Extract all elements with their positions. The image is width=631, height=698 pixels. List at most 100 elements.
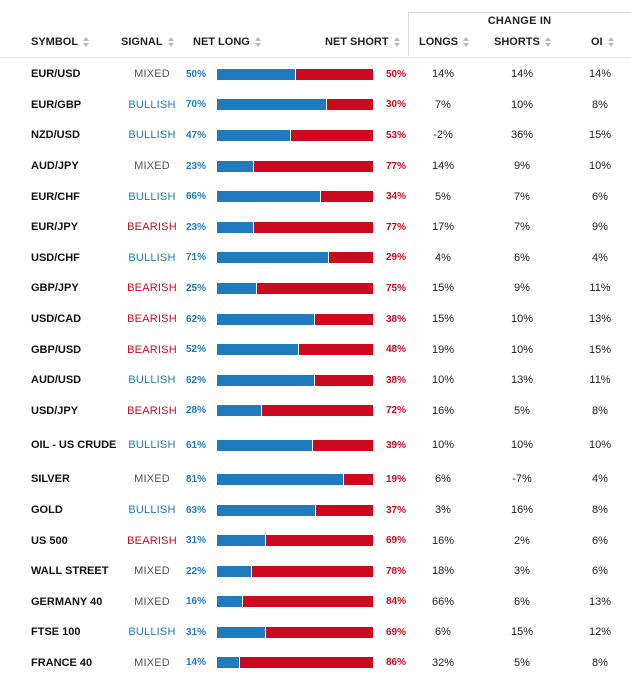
bar-divider [315, 504, 317, 516]
table-row[interactable]: OIL - US CRUDE BULLISH 61% 39% 10% 10% 10% [0, 426, 631, 464]
signal-label: BULLISH [128, 251, 176, 264]
signal-label: MIXED [134, 565, 170, 578]
symbol-link[interactable]: GBP/JPY [31, 282, 79, 295]
column-header-longs[interactable]: LONGS [419, 36, 470, 48]
net-short-percent: 34% [385, 191, 406, 203]
change-longs: 5% [435, 190, 451, 203]
table-row[interactable]: GBP/JPY BEARISH 25% 75% 15% 9% 11% [0, 273, 631, 304]
sort-icon[interactable] [167, 37, 174, 47]
column-header-symbol-label: SYMBOL [31, 36, 79, 48]
table-row[interactable]: EUR/USD MIXED 50% 50% 14% 14% 14% [0, 59, 631, 90]
symbol-link[interactable]: WALL STREET [31, 565, 109, 578]
signal-label: BEARISH [127, 313, 177, 326]
change-longs: 16% [431, 534, 455, 547]
symbol-link[interactable]: NZD/USD [31, 129, 80, 142]
table-row[interactable]: USD/CHF BULLISH 71% 29% 4% 6% 4% [0, 243, 631, 274]
sentiment-bar [217, 252, 373, 264]
net-long-bar [217, 160, 253, 172]
table-row[interactable]: WALL STREET MIXED 22% 78% 18% 3% 6% [0, 556, 631, 587]
symbol-link[interactable]: EUR/USD [31, 68, 81, 81]
change-in-title: CHANGE IN [487, 15, 552, 27]
net-short-bar [320, 191, 373, 203]
change-shorts: 16% [510, 504, 534, 517]
net-short-percent: 38% [385, 374, 406, 386]
sort-icon[interactable] [463, 37, 470, 47]
change-longs: 19% [431, 343, 455, 356]
symbol-link[interactable]: GERMANY 40 [31, 595, 103, 608]
net-long-bar [217, 535, 266, 547]
change-shorts: 5% [514, 404, 530, 417]
sort-icon[interactable] [83, 37, 90, 47]
symbol-link[interactable]: FRANCE 40 [31, 656, 93, 669]
symbol-link[interactable]: AUD/JPY [31, 160, 79, 173]
symbol-link[interactable]: GBP/USD [31, 343, 82, 356]
column-header-shorts[interactable]: SHORTS [494, 36, 551, 48]
change-longs: 17% [431, 221, 455, 234]
table-row[interactable]: SILVER MIXED 81% 19% 6% -7% 4% [0, 464, 631, 495]
bar-divider [298, 344, 300, 356]
symbol-link[interactable]: GOLD [31, 504, 63, 517]
symbol-link[interactable]: SILVER [31, 473, 70, 486]
symbol-link[interactable]: AUD/USD [31, 374, 82, 387]
symbol-link[interactable]: EUR/JPY [31, 221, 79, 234]
symbol-link[interactable]: USD/CAD [31, 313, 82, 326]
net-short-bar [266, 626, 373, 638]
table-row[interactable]: NZD/USD BULLISH 47% 53% -2% 36% 15% [0, 120, 631, 151]
symbol-link[interactable]: US 500 [31, 534, 68, 547]
net-short-percent: 69% [385, 626, 406, 638]
header-divider [408, 12, 409, 56]
symbol-link[interactable]: FTSE 100 [31, 626, 81, 639]
bar-divider [251, 565, 253, 577]
net-long-percent: 14% [185, 657, 206, 669]
net-short-percent: 77% [385, 160, 406, 172]
symbol-link[interactable]: USD/CHF [31, 251, 80, 264]
change-oi: 11% [589, 282, 611, 295]
table-header: CHANGE IN SYMBOL SIGNAL NET LONG NET SHO… [0, 0, 631, 58]
sentiment-bar [217, 473, 373, 485]
net-long-bar [217, 313, 314, 325]
column-header-longs-label: LONGS [419, 36, 459, 48]
column-header-net-long[interactable]: NET LONG [193, 36, 261, 48]
net-long-percent: 71% [185, 252, 206, 264]
table-row[interactable]: EUR/GBP BULLISH 70% 30% 7% 10% 8% [0, 90, 631, 121]
symbol-link[interactable]: EUR/CHF [31, 190, 80, 203]
signal-label: MIXED [134, 656, 170, 669]
table-row[interactable]: AUD/JPY MIXED 23% 77% 14% 9% 10% [0, 151, 631, 182]
sort-icon[interactable] [607, 37, 614, 47]
table-row[interactable]: FTSE 100 BULLISH 31% 69% 6% 15% 12% [0, 617, 631, 648]
net-short-percent: 77% [385, 221, 406, 233]
table-row[interactable]: GBP/USD BEARISH 52% 48% 19% 10% 15% [0, 334, 631, 365]
sentiment-bar [217, 535, 373, 547]
net-short-percent: 69% [385, 535, 406, 547]
sentiment-bar [217, 129, 373, 141]
net-long-bar [217, 129, 291, 141]
table-row[interactable]: US 500 BEARISH 31% 69% 16% 2% 6% [0, 525, 631, 556]
table-row[interactable]: GOLD BULLISH 63% 37% 3% 16% 8% [0, 495, 631, 526]
table-row[interactable]: FRANCE 40 MIXED 14% 86% 32% 5% 8% [0, 648, 631, 679]
table-row[interactable]: USD/CAD BEARISH 62% 38% 15% 10% 13% [0, 304, 631, 335]
table-row[interactable]: AUD/USD BULLISH 62% 38% 10% 13% 11% [0, 365, 631, 396]
table-row[interactable]: EUR/JPY BEARISH 23% 77% 17% 7% 9% [0, 212, 631, 243]
change-shorts: 15% [510, 626, 534, 639]
column-header-oi-label: OI [591, 36, 603, 48]
signal-label: BEARISH [127, 282, 177, 295]
sort-icon[interactable] [544, 37, 551, 47]
column-header-signal[interactable]: SIGNAL [121, 36, 174, 48]
table-row[interactable]: GERMANY 40 MIXED 16% 84% 66% 6% 13% [0, 587, 631, 618]
net-long-bar [217, 626, 266, 638]
table-row[interactable]: USD/JPY BEARISH 28% 72% 16% 5% 8% [0, 396, 631, 427]
table-row[interactable]: EUR/CHF BULLISH 66% 34% 5% 7% 6% [0, 181, 631, 212]
change-shorts: 36% [510, 129, 534, 142]
symbol-link[interactable]: EUR/GBP [31, 98, 82, 111]
symbol-link[interactable]: USD/JPY [31, 404, 79, 417]
sort-icon[interactable] [393, 37, 400, 47]
change-shorts: 5% [514, 656, 530, 669]
change-shorts: 13% [510, 374, 534, 387]
column-header-oi[interactable]: OI [591, 36, 614, 48]
change-shorts: 9% [514, 160, 530, 173]
column-header-net-short[interactable]: NET SHORT [325, 36, 400, 48]
symbol-link[interactable]: OIL - US CRUDE [31, 439, 117, 452]
column-header-symbol[interactable]: SYMBOL [31, 36, 90, 48]
sort-icon[interactable] [254, 37, 261, 47]
change-oi: 8% [592, 404, 608, 417]
